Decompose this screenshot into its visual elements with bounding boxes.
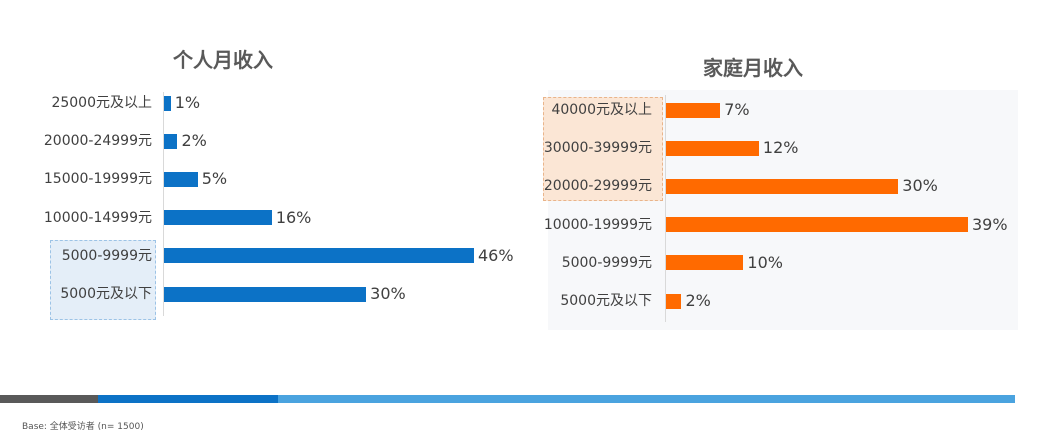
personal-bar [164, 286, 367, 302]
personal-category-label: 5000元及以下 [60, 286, 152, 302]
family-category-label: 5000元及以下 [560, 293, 652, 309]
personal-value-label: 16% [275, 207, 312, 227]
personal-value-label: 46% [478, 245, 514, 265]
personal-value-label: 1% [174, 93, 201, 112]
family-category-label: 20000-29999元 [543, 178, 652, 195]
family-category-label: 30000-39999元 [543, 140, 652, 157]
family-value-label: 12% [762, 138, 799, 158]
family-category-label: 10000-19999元 [543, 216, 652, 233]
family-bar [666, 178, 899, 194]
footnote: Base: 全体受访者 (n= 1500) [22, 422, 144, 432]
personal-axis-line [163, 92, 164, 316]
family-category-label: 5000-9999元 [561, 254, 652, 271]
personal-category-label: 20000-24999元 [43, 133, 152, 150]
personal-category-label: 15000-19999元 [43, 171, 152, 188]
stripe-light [278, 395, 1015, 403]
personal-bar [164, 171, 198, 187]
chart-title-personal: 个人月收入 [173, 48, 273, 72]
family-category-label: 40000元及以上 [551, 102, 652, 118]
family-axis-line [665, 95, 666, 322]
stripe-mid [98, 395, 278, 403]
family-highlight-box [543, 97, 663, 201]
chart-title-family: 家庭月收入 [703, 56, 803, 80]
personal-bar [164, 133, 178, 149]
family-bar [666, 140, 759, 156]
family-bar [666, 293, 682, 309]
stripe-dark [0, 395, 98, 403]
family-value-label: 10% [747, 252, 783, 272]
personal-highlight-box [50, 240, 156, 320]
personal-category-label: 5000-9999元 [61, 247, 152, 264]
family-value-label: 30% [902, 176, 938, 196]
family-bar [666, 102, 721, 118]
personal-value-label: 2% [181, 131, 207, 151]
personal-bar [164, 248, 474, 264]
family-value-label: 7% [724, 100, 750, 119]
personal-bar [164, 95, 171, 111]
personal-category-label: 10000-14999元 [43, 209, 152, 226]
family-value-label: 39% [972, 214, 1008, 234]
personal-value-label: 30% [370, 284, 406, 303]
personal-category-label: 25000元及以上 [51, 95, 152, 111]
family-value-label: 2% [685, 291, 711, 310]
family-bar [666, 217, 968, 233]
family-bar [666, 255, 744, 271]
personal-bar [164, 210, 272, 226]
personal-value-label: 5% [201, 169, 228, 189]
